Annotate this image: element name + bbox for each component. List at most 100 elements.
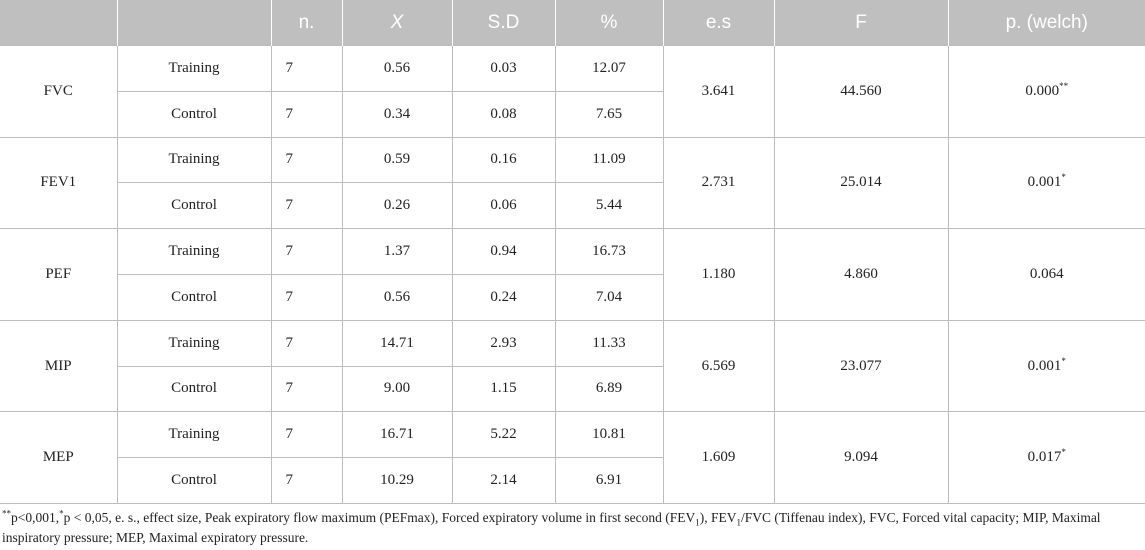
n-cell: 7	[270, 136, 343, 184]
measure-cell: PEF	[0, 228, 118, 321]
footnote-text: ), FEV	[699, 510, 737, 525]
percent-cell: 7.65	[554, 90, 663, 138]
sd-cell: 0.16	[451, 136, 556, 184]
footnote-text: /FVC (Tiffenau index), FVC, Forced vital…	[2, 510, 1101, 545]
f-cell: 25.014	[773, 136, 949, 230]
footnote-subscript: 1	[736, 517, 741, 528]
f-cell: 44.560	[773, 45, 949, 138]
header-effect-size: e.s	[663, 0, 775, 46]
footnote-text: p < 0,05, e. s., effect size, Peak expir…	[63, 510, 696, 525]
header-percent: %	[555, 0, 664, 46]
group-cell: Control	[117, 273, 272, 321]
sd-cell: 0.08	[451, 90, 556, 138]
group-cell: Training	[116, 411, 272, 459]
table-row: Control 7 0.56 0.24 7.04	[0, 273, 1145, 321]
percent-cell: 11.09	[554, 136, 664, 184]
significance-mark: **	[1059, 80, 1069, 91]
header-n: n.	[271, 0, 343, 46]
group-cell: Control	[117, 457, 272, 504]
sd-cell: 0.03	[451, 45, 556, 92]
sd-cell: 0.06	[451, 182, 556, 230]
footnote-mark-double: **	[2, 508, 11, 519]
mean-cell: 9.00	[341, 365, 453, 413]
mean-cell: 10.29	[341, 457, 453, 504]
p-value: 0.001	[1027, 174, 1062, 191]
mean-cell: 0.26	[341, 182, 453, 230]
mean-cell: 1.37	[341, 228, 453, 275]
header-p-welch: p. (welch)	[948, 0, 1145, 46]
table-row: MIP Training 7 14.71 2.93 11.33 6.569 23…	[0, 319, 1145, 413]
f-cell: 23.077	[773, 319, 949, 413]
group-cell: Training	[116, 45, 272, 92]
sd-cell: 5.22	[451, 411, 556, 459]
p-cell: 0.017*	[947, 411, 1145, 504]
header-mean: X	[342, 0, 453, 46]
n-cell: 7	[270, 411, 343, 459]
p-value: 0.001	[1027, 357, 1062, 374]
header-f: F	[774, 0, 949, 46]
effect-size-cell: 1.180	[662, 228, 775, 321]
table-footnote: **p<0,001,*p < 0,05, e. s., effect size,…	[2, 508, 1142, 548]
n-cell: 7	[270, 45, 343, 92]
significance-mark: *	[1061, 355, 1066, 366]
n-cell: 7	[270, 90, 343, 138]
p-cell: 0.001*	[947, 319, 1145, 413]
footnote-subscript: 1	[695, 517, 700, 528]
percent-cell: 6.89	[554, 365, 663, 413]
table-row: Control 7 9.00 1.15 6.89	[0, 365, 1145, 413]
header-measure	[0, 0, 118, 46]
mean-cell: 0.34	[341, 90, 453, 138]
group-cell: Training	[116, 228, 272, 275]
percent-cell: 12.07	[554, 45, 664, 92]
sd-cell: 2.14	[451, 457, 556, 504]
p-value: 0.000	[1025, 82, 1060, 99]
effect-size-cell: 2.731	[662, 136, 775, 230]
sd-cell: 0.94	[451, 228, 556, 275]
footnote-mark-single: *	[59, 508, 64, 519]
header-row: n. X S.D % e.s F p. (welch)	[0, 0, 1145, 46]
table-row: FVC Training 7 0.56 0.03 12.07 3.641 44.…	[0, 45, 1145, 138]
group-cell: Control	[117, 182, 272, 230]
n-cell: 7	[270, 319, 343, 367]
table-row: PEF Training 7 1.37 0.94 16.73 1.180 4.8…	[0, 228, 1145, 321]
n-cell: 7	[270, 228, 343, 275]
n-cell: 7	[270, 182, 343, 230]
mean-cell: 0.56	[341, 45, 453, 92]
group-cell: Training	[116, 136, 272, 184]
header-group	[117, 0, 272, 46]
percent-cell: 16.73	[554, 228, 664, 275]
sd-cell: 1.15	[451, 365, 556, 413]
p-value: 0.064	[1029, 265, 1064, 282]
significance-mark: *	[1061, 172, 1066, 183]
mean-cell: 0.59	[341, 136, 453, 184]
p-cell: 0.001*	[947, 136, 1145, 230]
table-row: FEV1 Training 7 0.59 0.16 11.09 2.731 25…	[0, 136, 1145, 230]
percent-cell: 10.81	[554, 411, 664, 459]
p-value: 0.017	[1027, 449, 1062, 466]
mean-cell: 16.71	[341, 411, 453, 459]
effect-size-cell: 6.569	[662, 319, 775, 413]
header-sd: S.D	[452, 0, 556, 46]
measure-cell: FVC	[0, 45, 118, 138]
group-cell: Control	[117, 90, 272, 138]
percent-cell: 11.33	[554, 319, 664, 367]
f-cell: 4.860	[773, 228, 949, 321]
group-cell: Training	[116, 319, 272, 367]
percent-cell: 7.04	[554, 273, 663, 321]
results-table: n. X S.D % e.s F p. (welch) FVC Training…	[0, 0, 1145, 504]
measure-cell: MEP	[0, 411, 118, 504]
effect-size-cell: 3.641	[662, 45, 775, 138]
n-cell: 7	[270, 365, 343, 413]
group-cell: Control	[117, 365, 272, 413]
percent-cell: 5.44	[554, 182, 663, 230]
f-cell: 9.094	[773, 411, 949, 504]
n-cell: 7	[270, 457, 343, 504]
sd-cell: 0.24	[451, 273, 556, 321]
footnote-text: p<0,001,	[11, 510, 60, 525]
effect-size-cell: 1.609	[662, 411, 775, 504]
table-row: MEP Training 7 16.71 5.22 10.81 1.609 9.…	[0, 411, 1145, 504]
p-cell: 0.064	[947, 228, 1145, 321]
table-row: Control 7 10.29 2.14 6.91	[0, 457, 1145, 504]
measure-cell: FEV1	[0, 136, 118, 230]
significance-mark: *	[1061, 447, 1066, 458]
